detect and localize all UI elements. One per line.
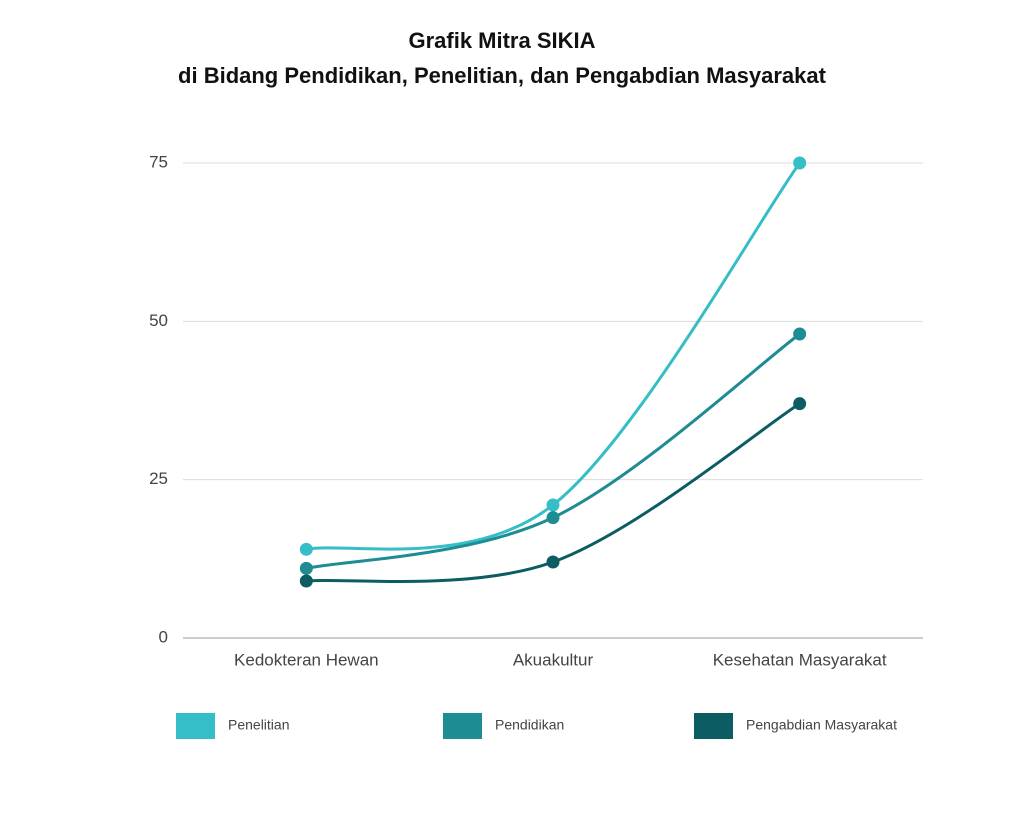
legend-swatch (694, 713, 733, 739)
y-tick-label: 75 (149, 152, 168, 171)
chart-title: Grafik Mitra SIKIA (408, 28, 595, 53)
point (299, 574, 313, 588)
line (306, 162, 801, 551)
point (299, 542, 313, 556)
point (793, 327, 807, 341)
legend-label: Pengabdian Masyarakat (746, 717, 897, 733)
y-tick-label: 0 (159, 627, 168, 646)
line (306, 402, 801, 584)
legend-swatch (176, 713, 215, 739)
point (546, 498, 560, 512)
legend-label: Pendidikan (495, 717, 564, 733)
legend-label: Penelitian (228, 717, 290, 733)
x-tick-label: Kesehatan Masyarakat (713, 650, 887, 669)
y-tick-label: 50 (149, 311, 168, 330)
point (299, 561, 313, 575)
legend-swatch (443, 713, 482, 739)
line (306, 332, 801, 570)
point (793, 156, 807, 170)
chart-title: di Bidang Pendidikan, Penelitian, dan Pe… (178, 63, 827, 88)
x-tick-label: Kedokteran Hewan (234, 650, 379, 669)
point (546, 555, 560, 569)
point (546, 511, 560, 525)
y-tick-label: 25 (149, 469, 168, 488)
point (793, 397, 807, 411)
x-tick-label: Akuakultur (513, 650, 594, 669)
